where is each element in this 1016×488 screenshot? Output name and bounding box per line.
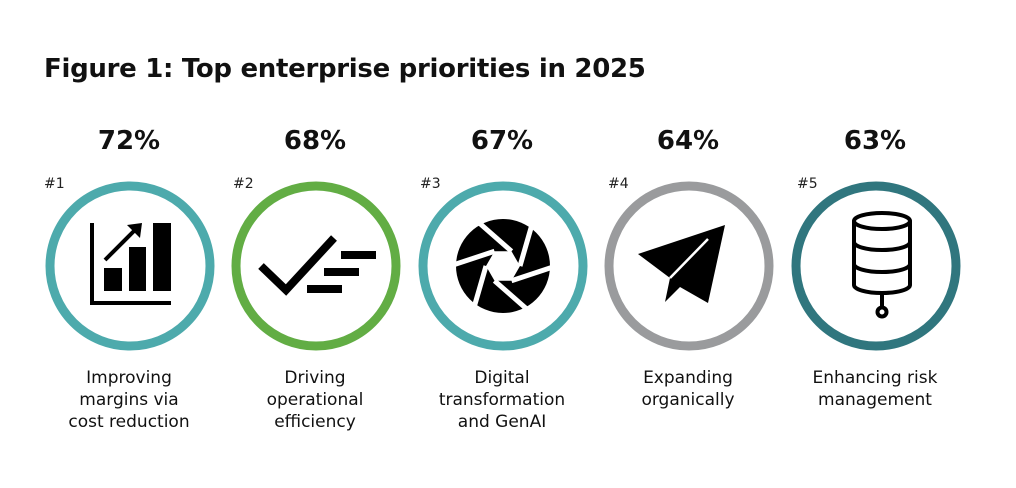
priority-label: Digital transformation and GenAI	[438, 368, 566, 432]
rank-label: #3	[420, 176, 441, 192]
priority-item: 67% #3 Digital transformation and GenAI	[417, 0, 607, 488]
priority-ring	[45, 181, 215, 351]
rank-label: #4	[608, 176, 629, 192]
percentage-value: 72%	[97, 126, 161, 156]
priority-label: Enhancing risk management	[812, 368, 938, 410]
ring-circle	[604, 181, 774, 351]
rank-label: #5	[797, 176, 818, 192]
percentage-value: 63%	[843, 126, 907, 156]
priority-label: Improving margins via cost reduction	[68, 368, 190, 432]
percentage-value: 64%	[656, 126, 720, 156]
ring-circle	[791, 181, 961, 351]
database-icon	[852, 211, 912, 319]
bar-chart-growth-icon	[90, 223, 171, 305]
rank-label: #1	[44, 176, 65, 192]
checklist-icon	[258, 235, 376, 296]
priority-ring	[604, 181, 774, 351]
paper-plane-icon	[638, 225, 725, 303]
priority-ring	[231, 181, 401, 351]
priority-ring	[791, 181, 961, 351]
priority-label: Driving operational efficiency	[266, 368, 364, 432]
ring-circle	[418, 181, 588, 351]
priority-label: Expanding organically	[641, 368, 735, 410]
priority-item: 68% #2 Driving operational efficiency	[230, 0, 420, 488]
priority-item: 64% #4 Expanding organically	[603, 0, 793, 488]
priority-item: 63% #5 Enhancing risk management	[790, 0, 980, 488]
percentage-value: 67%	[470, 126, 534, 156]
priority-ring	[418, 181, 588, 351]
ring-circle	[45, 181, 215, 351]
percentage-value: 68%	[283, 126, 347, 156]
rank-label: #2	[233, 176, 254, 192]
figure-title: Figure 1: Top enterprise priorities in 2…	[44, 54, 646, 84]
aperture-icon	[449, 219, 557, 313]
ring-circle	[231, 181, 401, 351]
priority-item: 72% #1 Improving margins via cost reduct…	[44, 0, 234, 488]
